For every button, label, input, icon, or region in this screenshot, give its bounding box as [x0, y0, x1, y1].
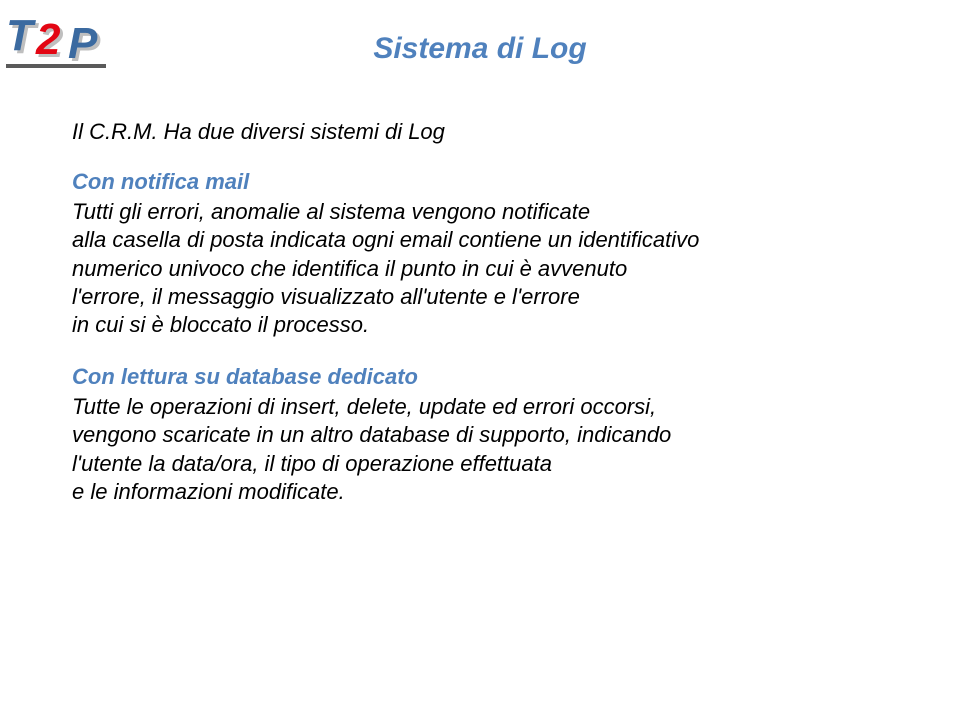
page: T 2 P T 2 P Sistema di Log Il C.R.M. Ha … — [0, 0, 960, 728]
content-area: Il C.R.M. Ha due diversi sistemi di Log … — [72, 118, 920, 530]
page-title: Sistema di Log — [0, 32, 960, 66]
section1-heading: Con notifica mail — [72, 168, 920, 196]
subtitle: Il C.R.M. Ha due diversi sistemi di Log — [72, 118, 920, 146]
section1-body: Tutti gli errori, anomalie al sistema ve… — [72, 198, 920, 339]
section2-heading: Con lettura su database dedicato — [72, 363, 920, 391]
section2-body: Tutte le operazioni di insert, delete, u… — [72, 393, 920, 506]
